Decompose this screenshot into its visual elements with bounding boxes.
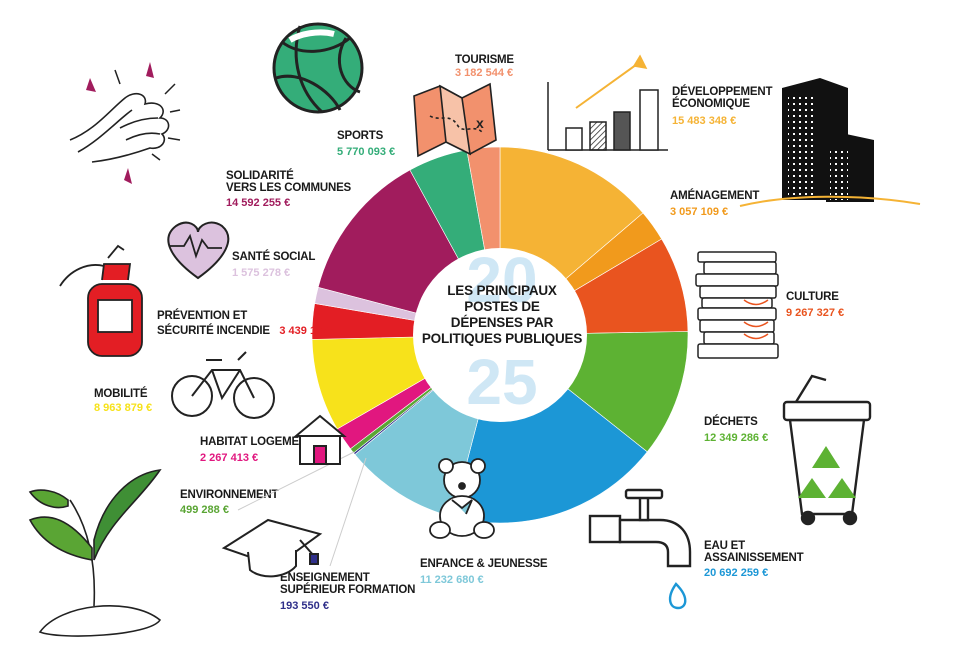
title-line-2: POSTES DE bbox=[464, 298, 540, 314]
label-solidarite-name-1: SOLIDARITÉ bbox=[226, 170, 294, 182]
label-solidarite-value: 14 592 255 € bbox=[226, 197, 291, 210]
label-enseignement: ENSEIGNEMENT SUPÉRIEUR FORMATION 193 550… bbox=[280, 572, 415, 613]
label-eau-value: 20 692 259 € bbox=[704, 567, 769, 580]
year-bottom: 25 bbox=[466, 346, 538, 418]
label-sante: SANTÉ SOCIAL 1 575 278 € bbox=[232, 251, 315, 280]
label-sports: SPORTS 5 770 093 € bbox=[337, 130, 395, 159]
label-eau-name-2: ASSAINISSEMENT bbox=[704, 552, 804, 565]
label-amenagement: AMÉNAGEMENT 3 057 109 € bbox=[670, 190, 759, 219]
label-sports-name: SPORTS bbox=[337, 130, 384, 142]
title-line-4: POLITIQUES PUBLIQUES bbox=[421, 330, 583, 346]
label-culture: CULTURE 9 267 327 € bbox=[786, 291, 844, 320]
label-tourisme-name: TOURISME bbox=[455, 54, 514, 66]
label-eau: EAU ET ASSAINISSEMENT 20 692 259 € bbox=[704, 540, 804, 580]
label-prevention-name-1: PRÉVENTION ET bbox=[157, 310, 248, 322]
label-amenagement-value: 3 057 109 € bbox=[670, 206, 729, 219]
label-tourisme: TOURISME 3 182 544 € bbox=[455, 54, 514, 80]
label-sports-value: 5 770 093 € bbox=[337, 146, 396, 159]
label-dev-eco-name-1: DÉVELOPPEMENT bbox=[672, 86, 773, 98]
label-mobilite-name: MOBILITÉ bbox=[94, 388, 148, 400]
label-enseignement-name-1: ENSEIGNEMENT bbox=[280, 572, 370, 584]
label-dev-eco-name-2: ÉCONOMIQUE bbox=[672, 98, 750, 111]
label-environnement: ENVIRONNEMENT 499 288 € bbox=[180, 489, 279, 517]
label-habitat-name: HABITAT LOGEMENT bbox=[200, 436, 314, 448]
label-environnement-value: 499 288 € bbox=[180, 504, 229, 517]
label-enseignement-name-2: SUPÉRIEUR FORMATION bbox=[280, 584, 416, 597]
label-enfance-value: 11 232 680 € bbox=[420, 574, 484, 587]
label-culture-name: CULTURE bbox=[786, 291, 839, 303]
label-dechets-name: DÉCHETS bbox=[704, 416, 758, 428]
label-dechets: DÉCHETS 12 349 286 € bbox=[704, 416, 768, 445]
label-sante-value: 1 575 278 € bbox=[232, 267, 291, 280]
title-line-3: DÉPENSES PAR bbox=[450, 314, 554, 330]
label-eau-name-1: EAU ET bbox=[704, 540, 745, 552]
label-prevention-value: 3 439 182 € bbox=[279, 325, 338, 338]
label-dev-eco-value: 15 483 348 € bbox=[672, 115, 737, 128]
label-mobilite: MOBILITÉ 8 963 879 € bbox=[94, 388, 152, 415]
label-prevention-name-2: SÉCURITÉ INCENDIE bbox=[157, 325, 270, 338]
label-tourisme-value: 3 182 544 € bbox=[455, 67, 514, 80]
donut-hole bbox=[413, 248, 587, 422]
chart-title: LES PRINCIPAUX POSTES DE DÉPENSES PAR PO… bbox=[412, 283, 592, 347]
label-amenagement-name: AMÉNAGEMENT bbox=[670, 190, 760, 202]
label-sante-name: SANTÉ SOCIAL bbox=[232, 251, 316, 263]
label-prevention: PRÉVENTION ET SÉCURITÉ INCENDIE 3 439 18… bbox=[157, 310, 337, 339]
label-dechets-value: 12 349 286 € bbox=[704, 432, 769, 445]
label-enseignement-value: 193 550 € bbox=[280, 600, 329, 613]
label-enfance: ENFANCE & JEUNESSE 11 232 680 € bbox=[420, 558, 548, 587]
label-solidarite: SOLIDARITÉ VERS LES COMMUNES 14 592 255 … bbox=[226, 170, 351, 210]
label-culture-value: 9 267 327 € bbox=[786, 307, 845, 320]
label-solidarite-name-2: VERS LES COMMUNES bbox=[226, 182, 352, 195]
label-environnement-name: ENVIRONNEMENT bbox=[180, 489, 279, 501]
label-mobilite-value: 8 963 879 € bbox=[94, 402, 153, 415]
label-enfance-name: ENFANCE & JEUNESSE bbox=[420, 558, 548, 570]
title-line-1: LES PRINCIPAUX bbox=[447, 283, 557, 298]
label-habitat-value: 2 267 413 € bbox=[200, 452, 259, 465]
year-top: 20 bbox=[466, 244, 538, 316]
label-dev-eco: DÉVELOPPEMENT ÉCONOMIQUE 15 483 348 € bbox=[672, 86, 772, 128]
label-habitat: HABITAT LOGEMENT 2 267 413 € bbox=[200, 436, 314, 465]
